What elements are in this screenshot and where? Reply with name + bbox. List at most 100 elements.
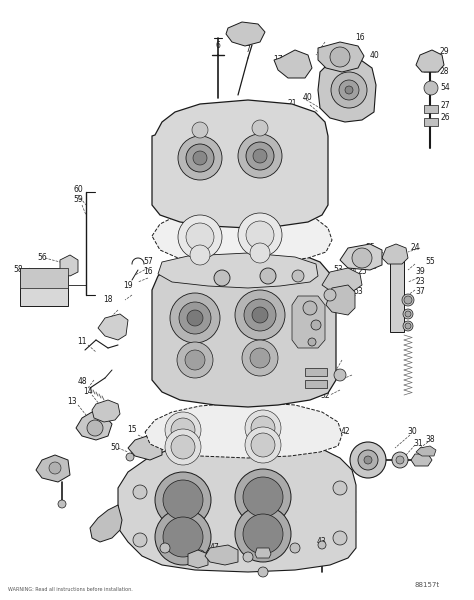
Circle shape — [235, 506, 291, 562]
Circle shape — [251, 433, 275, 457]
Text: 44: 44 — [193, 107, 203, 116]
Circle shape — [403, 321, 413, 331]
Circle shape — [165, 429, 201, 465]
Text: 16: 16 — [355, 34, 365, 43]
Circle shape — [245, 427, 281, 463]
Text: 33: 33 — [345, 256, 355, 265]
Bar — [305, 380, 327, 388]
Circle shape — [163, 517, 203, 557]
Text: 22: 22 — [290, 262, 300, 271]
Text: 40: 40 — [370, 50, 380, 59]
Text: 46: 46 — [227, 551, 237, 559]
Circle shape — [245, 410, 281, 446]
Polygon shape — [205, 545, 238, 565]
Polygon shape — [382, 244, 408, 264]
Circle shape — [392, 452, 408, 468]
Text: 51: 51 — [183, 553, 193, 563]
Circle shape — [308, 338, 316, 346]
Text: 3: 3 — [229, 103, 235, 113]
Circle shape — [253, 149, 267, 163]
Circle shape — [242, 340, 278, 376]
Text: 12: 12 — [290, 143, 300, 152]
Text: 60: 60 — [73, 185, 83, 194]
Circle shape — [214, 270, 230, 286]
Circle shape — [179, 302, 211, 334]
Polygon shape — [326, 285, 355, 315]
Circle shape — [243, 514, 283, 554]
Polygon shape — [422, 62, 438, 72]
Circle shape — [178, 215, 222, 259]
Text: 16: 16 — [143, 268, 153, 277]
Polygon shape — [158, 253, 318, 288]
Text: 5: 5 — [239, 119, 245, 128]
Text: 31: 31 — [413, 439, 423, 448]
Circle shape — [160, 543, 170, 553]
Circle shape — [352, 248, 372, 268]
Text: 36: 36 — [240, 257, 250, 266]
Circle shape — [405, 311, 411, 317]
Polygon shape — [318, 42, 364, 72]
Polygon shape — [128, 435, 162, 460]
Circle shape — [133, 485, 147, 499]
Bar — [390, 252, 404, 332]
Circle shape — [58, 500, 66, 508]
Text: 10: 10 — [263, 107, 273, 116]
Circle shape — [252, 120, 268, 136]
Circle shape — [318, 541, 326, 549]
Text: 52: 52 — [320, 391, 330, 400]
Text: 49: 49 — [290, 130, 300, 139]
Circle shape — [424, 81, 438, 95]
Circle shape — [246, 221, 274, 249]
Circle shape — [163, 480, 203, 520]
Circle shape — [235, 469, 291, 525]
Circle shape — [187, 310, 203, 326]
Bar — [424, 105, 438, 113]
Circle shape — [358, 450, 378, 470]
Text: 56: 56 — [37, 253, 47, 263]
Text: 19: 19 — [123, 280, 133, 289]
Circle shape — [290, 543, 300, 553]
Polygon shape — [152, 207, 332, 264]
Circle shape — [405, 323, 411, 329]
Bar — [20, 268, 68, 306]
Bar — [305, 368, 327, 376]
Circle shape — [185, 350, 205, 370]
Text: 43: 43 — [317, 538, 327, 547]
Text: 8: 8 — [240, 25, 245, 34]
Polygon shape — [322, 268, 362, 292]
Circle shape — [190, 245, 210, 265]
Text: 23: 23 — [415, 277, 425, 286]
Circle shape — [192, 122, 208, 138]
Circle shape — [243, 477, 283, 517]
Circle shape — [177, 342, 213, 378]
Polygon shape — [152, 248, 336, 407]
Circle shape — [186, 144, 214, 172]
Circle shape — [178, 136, 222, 180]
Circle shape — [333, 481, 347, 495]
Polygon shape — [98, 314, 128, 340]
Circle shape — [246, 142, 274, 170]
Circle shape — [165, 412, 201, 448]
Circle shape — [250, 348, 270, 368]
Circle shape — [238, 134, 282, 178]
Circle shape — [250, 243, 270, 263]
Polygon shape — [76, 412, 112, 440]
Text: 48: 48 — [77, 377, 87, 386]
Circle shape — [87, 420, 103, 436]
Circle shape — [133, 533, 147, 547]
Circle shape — [334, 369, 346, 381]
Text: 27: 27 — [440, 100, 450, 109]
Circle shape — [403, 309, 413, 319]
Text: 42: 42 — [340, 427, 350, 437]
Text: 53: 53 — [353, 287, 363, 296]
Text: 45: 45 — [243, 541, 253, 550]
Text: 53: 53 — [333, 265, 343, 275]
Circle shape — [324, 289, 336, 301]
Circle shape — [171, 435, 195, 459]
Circle shape — [170, 293, 220, 343]
Text: 25: 25 — [357, 268, 367, 277]
Circle shape — [186, 223, 214, 251]
Text: 14: 14 — [83, 388, 93, 397]
Text: 47: 47 — [210, 544, 220, 553]
Circle shape — [396, 456, 404, 464]
